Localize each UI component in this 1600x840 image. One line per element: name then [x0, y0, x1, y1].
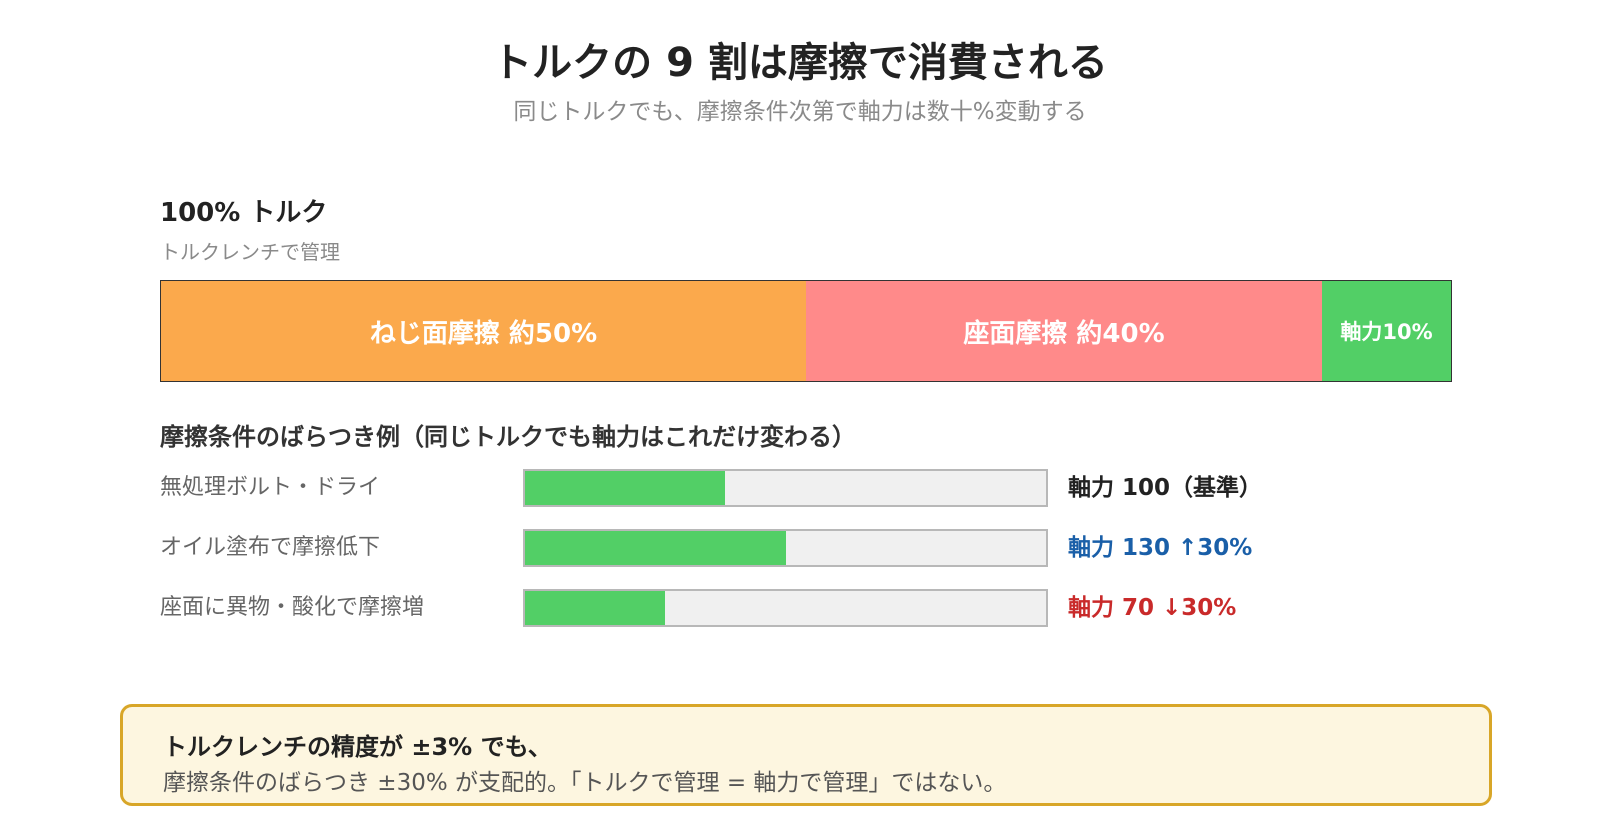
segment-axial-force-label: 軸力10% [1340, 320, 1433, 344]
segment-axial-force: 軸力10% [1322, 281, 1451, 381]
variation-section-title: 摩擦条件のばらつき例（同じトルクでも軸力はこれだけ変わる） [160, 423, 856, 451]
segment-bearing-friction: 座面摩擦 約40% [806, 281, 1322, 381]
variation-label: オイル塗布で摩擦低下 [160, 535, 381, 560]
torque-stacked-bar: ねじ面摩擦 約50% 座面摩擦 約40% 軸力10% [160, 280, 1452, 382]
axial-force-value: 軸力 70 ↓30% [1068, 595, 1237, 621]
variation-row-oiled: オイル塗布で摩擦低下 軸力 130 ↑30% [0, 529, 1600, 569]
variation-label: 座面に異物・酸化で摩擦増 [160, 595, 425, 620]
axial-force-value: 軸力 130 ↑30% [1068, 535, 1253, 561]
segment-bearing-friction-label: 座面摩擦 約40% [963, 318, 1165, 349]
chart-subtitle: 同じトルクでも、摩擦条件次第で軸力は数十%変動する [513, 99, 1087, 125]
bar-fill-contaminated [525, 591, 666, 625]
variation-row-dry: 無処理ボルト・ドライ 軸力 100（基準） [0, 469, 1600, 509]
axial-force-value: 軸力 100（基準） [1068, 475, 1263, 501]
chart-title: トルクの 9 割は摩擦で消費される [492, 40, 1108, 86]
bar-track [523, 529, 1048, 567]
callout-body: 摩擦条件のばらつき ±30% が支配的。「トルクで管理 = 軸力で管理」ではない… [163, 770, 1007, 796]
callout-heading: トルクレンチの精度が ±3% でも、 [163, 733, 552, 761]
segment-thread-friction-label: ねじ面摩擦 約50% [369, 318, 598, 349]
variation-label: 無処理ボルト・ドライ [160, 475, 381, 500]
torque-label: 100% トルク [160, 198, 328, 228]
bar-fill-dry [525, 471, 726, 505]
bar-fill-oiled [525, 531, 786, 565]
variation-row-contaminated: 座面に異物・酸化で摩擦増 軸力 70 ↓30% [0, 589, 1600, 629]
segment-thread-friction: ねじ面摩擦 約50% [161, 281, 806, 381]
callout-box: トルクレンチの精度が ±3% でも、 摩擦条件のばらつき ±30% が支配的。「… [120, 704, 1492, 806]
bar-track [523, 469, 1048, 507]
bar-track [523, 589, 1048, 627]
torque-sub-label: トルクレンチで管理 [160, 240, 340, 264]
